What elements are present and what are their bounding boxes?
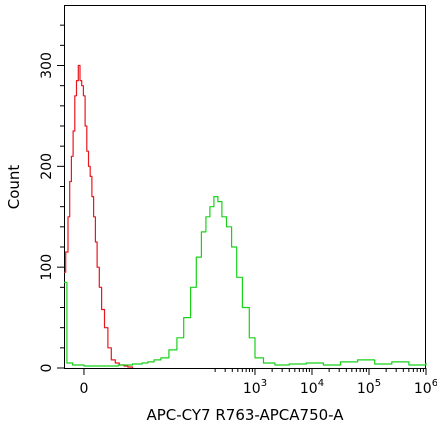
x-tick-label: 104: [300, 378, 324, 397]
x-axis-title: APC-CY7 R763-APCA750-A: [146, 406, 344, 424]
y-tick-label: 200: [39, 153, 55, 180]
x-tick-exponent: 3: [261, 378, 267, 389]
series-layer: [64, 64, 427, 368]
x-tick-label: 105: [357, 378, 381, 397]
y-tick-label: 0: [39, 364, 55, 373]
x-tick-exponent: 6: [432, 378, 437, 389]
y-tick-label: 300: [39, 52, 55, 79]
x-tick-exponent: 4: [318, 378, 324, 389]
x-axis: 0 103 104 105 106: [79, 368, 437, 397]
x-tick-label: 0: [79, 381, 88, 397]
y-axis: 0 100 200 300: [39, 24, 64, 373]
histogram-series-2: [64, 196, 427, 367]
y-axis-title: Count: [5, 165, 23, 210]
x-tick-exponent: 5: [375, 378, 381, 389]
x-tick-label: 106: [414, 378, 437, 397]
y-tick-label: 100: [39, 254, 55, 281]
plot-frame: [64, 5, 426, 369]
x-tick-label: 103: [243, 378, 267, 397]
histogram-series-1: [64, 64, 133, 368]
